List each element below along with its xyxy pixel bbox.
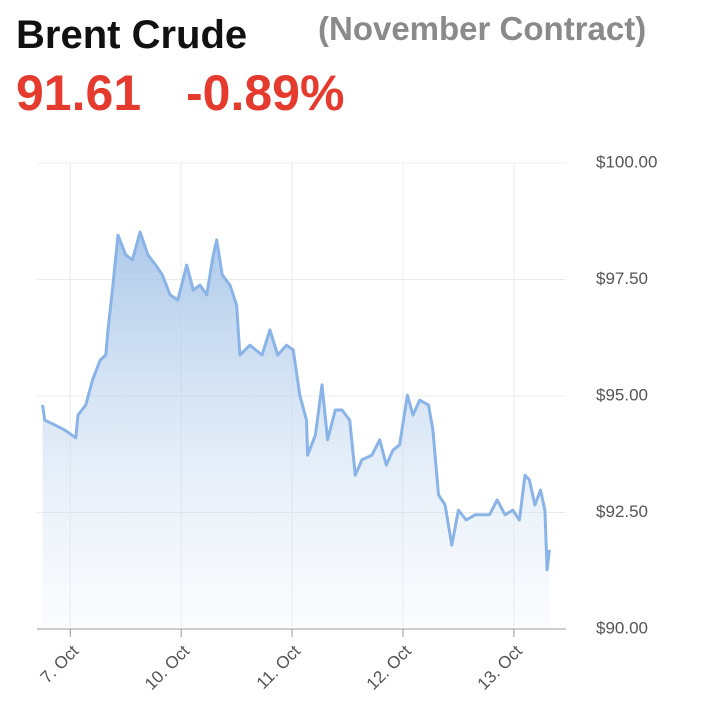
x-tick-label: 13. Oct — [474, 641, 526, 693]
y-tick-label: $100.00 — [596, 152, 657, 171]
y-tick-label: $92.50 — [596, 502, 648, 521]
x-tick-label: 12. Oct — [363, 641, 415, 693]
y-tick-label: $95.00 — [596, 385, 648, 404]
chart-subtitle: (November Contract) — [318, 10, 646, 47]
line — [41, 230, 551, 572]
y-tick-label: $90.00 — [596, 618, 648, 637]
y-tick-label: $97.50 — [596, 269, 648, 288]
area — [42, 232, 550, 629]
chart-title: Brent Crude — [16, 13, 247, 57]
price-change: -0.89% — [186, 65, 344, 121]
x-tick-label: 7. Oct — [37, 641, 83, 687]
x-tick-label: 10. Oct — [141, 641, 193, 693]
price: 91.61 — [16, 65, 141, 121]
x-tick-label: 11. Oct — [253, 641, 304, 692]
